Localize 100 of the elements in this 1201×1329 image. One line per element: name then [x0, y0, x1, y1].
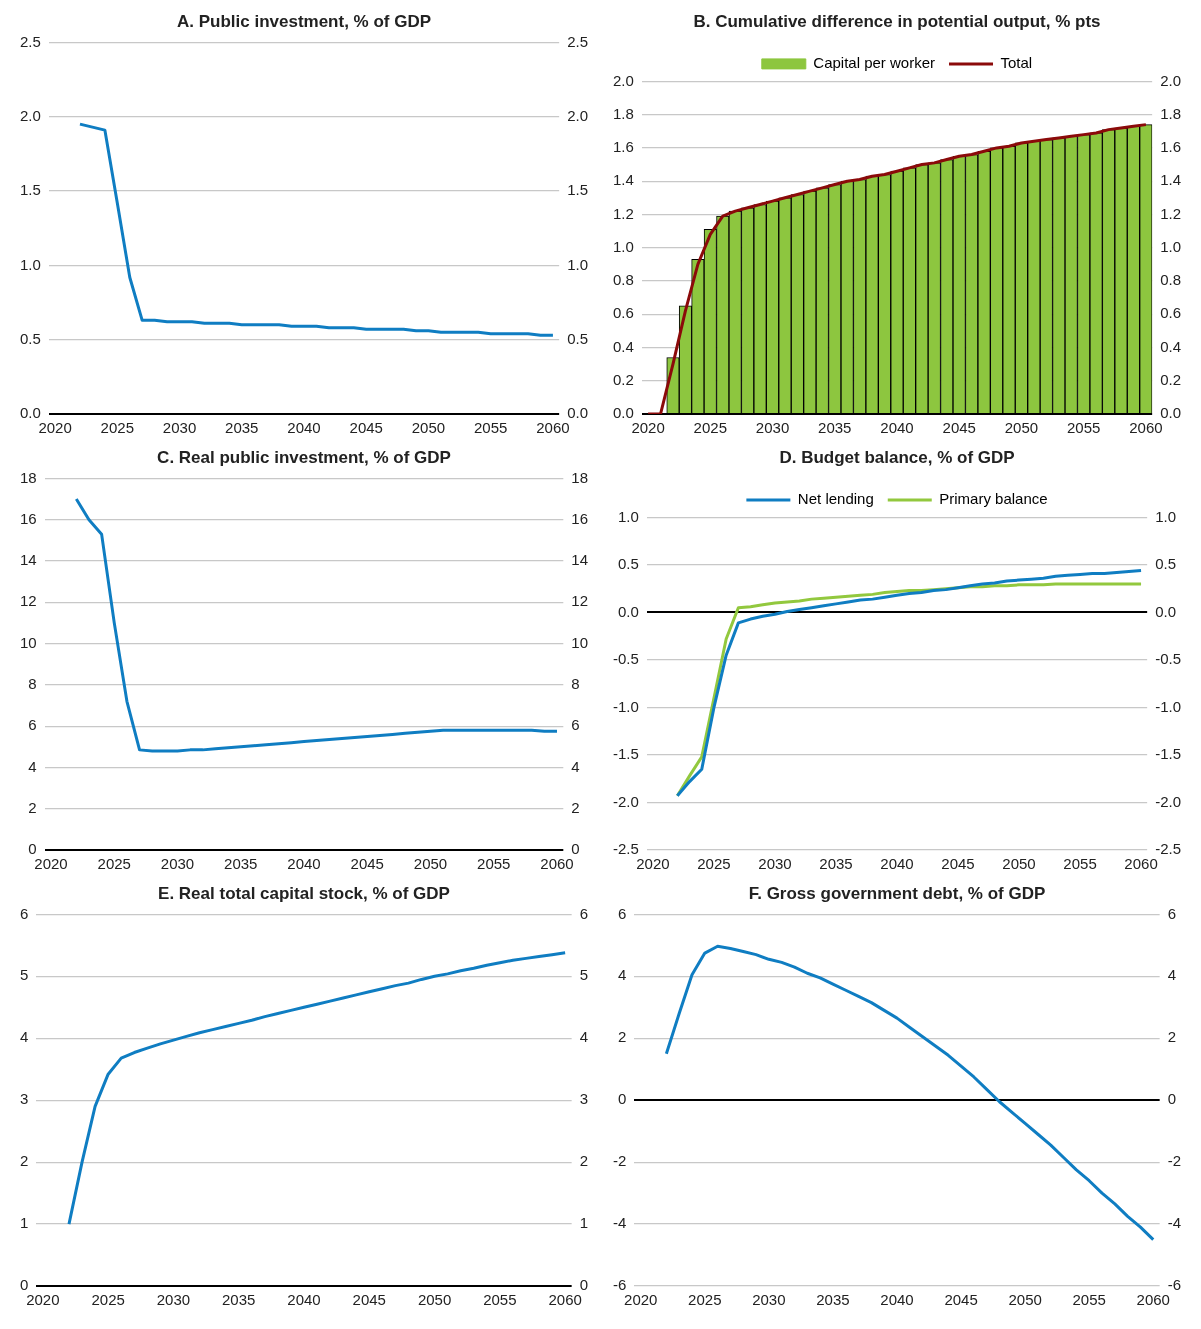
x-tick-label: 2030: [752, 1291, 786, 1309]
y-tick-label: 12: [20, 592, 37, 610]
y2-tick-label: 2: [1167, 1028, 1177, 1046]
x-tick-label: 2060: [1129, 419, 1163, 437]
x-tick-label: 2040: [287, 419, 321, 437]
legend-label: Total: [1000, 54, 1033, 72]
y-tick-label: 4: [28, 757, 37, 775]
x-tick-label: 2020: [26, 1291, 60, 1309]
y-tick-label: 0.5: [617, 555, 639, 573]
x-tick-label: 2020: [631, 419, 665, 437]
y-tick-label: 4: [617, 966, 627, 984]
y2-tick-label: 0.8: [1160, 271, 1182, 289]
x-tick-label: 2050: [1008, 1291, 1042, 1309]
x-tick-label: 2045: [944, 1291, 978, 1309]
y-tick-label: -6: [612, 1276, 627, 1294]
y-tick-label: 0.0: [617, 602, 639, 620]
x-tick-label: 2050: [411, 419, 446, 437]
y2-tick-label: -2: [1167, 1152, 1182, 1170]
x-tick-label: 2050: [1004, 419, 1039, 437]
x-tick-label: 2020: [38, 419, 72, 437]
y-tick-label: 2: [617, 1028, 627, 1046]
y-tick-label: 0: [28, 840, 37, 858]
y-tick-label: 6: [579, 904, 588, 922]
x-tick-label: 2025: [693, 419, 727, 437]
chart-title: D. Budget balance, % of GDP: [779, 447, 1015, 467]
y2-tick-label: 1.8: [1160, 104, 1182, 122]
y2-tick-label: 1.0: [1160, 237, 1182, 255]
x-tick-label: 2050: [1002, 855, 1036, 873]
y-tick-label: -1.0: [612, 697, 639, 715]
x-tick-label: 2020: [624, 1291, 658, 1309]
x-tick-label: 2050: [413, 855, 448, 873]
y2-tick-label: 2.0: [1160, 71, 1182, 89]
x-tick-label: 2060: [540, 855, 574, 873]
x-tick-label: 2035: [222, 1291, 256, 1309]
y-tick-label: 0.0: [612, 404, 634, 422]
x-tick-label: 2055: [1072, 1291, 1106, 1309]
y2-tick-label: 1.6: [1160, 138, 1182, 156]
y-tick-label: -4: [612, 1214, 627, 1232]
legend-label: Capital per worker: [813, 54, 936, 72]
x-tick-label: 2055: [474, 419, 508, 437]
y2-tick-label: 0.0: [1155, 602, 1177, 620]
x-tick-label: 2030: [758, 855, 792, 873]
x-tick-label: 2060: [1136, 1291, 1170, 1309]
y-tick-label: -2.0: [612, 792, 639, 810]
x-tick-label: 2035: [225, 419, 259, 437]
x-tick-label: 2045: [942, 419, 976, 437]
y-tick-label: -2.5: [612, 840, 639, 858]
y2-tick-label: -6: [1167, 1276, 1182, 1294]
x-tick-label: 2035: [819, 855, 853, 873]
y-tick-label: 0.2: [612, 370, 634, 388]
y-tick-label: 2: [28, 798, 37, 816]
y-tick-label: 0.4: [612, 337, 634, 355]
x-tick-label: 2030: [160, 855, 195, 873]
y-tick-label: 14: [20, 551, 37, 569]
y-tick-label: 5: [579, 966, 588, 984]
y2-tick-label: 0: [1167, 1090, 1177, 1108]
x-tick-label: 2025: [97, 855, 131, 873]
y2-tick-label: 4: [1167, 966, 1177, 984]
y-tick-label: 0: [617, 1090, 627, 1108]
x-tick-label: 2035: [224, 855, 258, 873]
x-tick-label: 2040: [880, 855, 914, 873]
y-tick-label: 2.0: [19, 106, 41, 124]
x-tick-label: 2045: [349, 419, 383, 437]
y-tick-label: 2.0: [612, 71, 634, 89]
y2-tick-label: -1.0: [1155, 697, 1182, 715]
x-tick-label: 2025: [91, 1291, 125, 1309]
y-tick-label: -1.5: [612, 745, 639, 763]
x-tick-label: 2040: [287, 1291, 321, 1309]
y-tick-label: 1.0: [617, 507, 639, 525]
y-tick-label: 10: [20, 633, 37, 651]
y-tick-label: 6: [617, 904, 627, 922]
x-tick-label: 2040: [880, 419, 914, 437]
x-tick-label: 2030: [162, 419, 197, 437]
y-tick-label: 0.6: [612, 304, 634, 322]
x-tick-label: 2050: [417, 1291, 452, 1309]
y2-tick-label: 0.0: [1160, 404, 1182, 422]
x-tick-label: 2030: [156, 1291, 191, 1309]
y-tick-label: 1.4: [612, 171, 634, 189]
y2-tick-label: -1.5: [1155, 745, 1182, 763]
y2-tick-label: 0.5: [1155, 555, 1177, 573]
y2-tick-label: 0.6: [1160, 304, 1182, 322]
y-tick-label: 6: [28, 716, 37, 734]
x-tick-label: 2060: [1124, 855, 1158, 873]
y-tick-label: 1.8: [612, 104, 634, 122]
y2-tick-label: -2.5: [1155, 840, 1182, 858]
y2-tick-label: -4: [1167, 1214, 1182, 1232]
y2-tick-label: 1.2: [1160, 204, 1182, 222]
x-tick-label: 2060: [548, 1291, 582, 1309]
x-tick-label: 2045: [352, 1291, 386, 1309]
y-tick-label: 1.0: [19, 255, 41, 273]
y-tick-label: 0: [579, 1276, 588, 1294]
y-tick-label: 1.2: [612, 204, 634, 222]
y-tick-label: 8: [28, 674, 37, 692]
x-tick-label: 2020: [636, 855, 670, 873]
x-tick-label: 2020: [34, 855, 68, 873]
y2-tick-label: 0.2: [1160, 370, 1182, 388]
y2-tick-label: 0.4: [1160, 337, 1182, 355]
y-tick-label: 0.8: [612, 271, 634, 289]
x-tick-label: 2045: [350, 855, 384, 873]
x-tick-label: 2040: [880, 1291, 914, 1309]
